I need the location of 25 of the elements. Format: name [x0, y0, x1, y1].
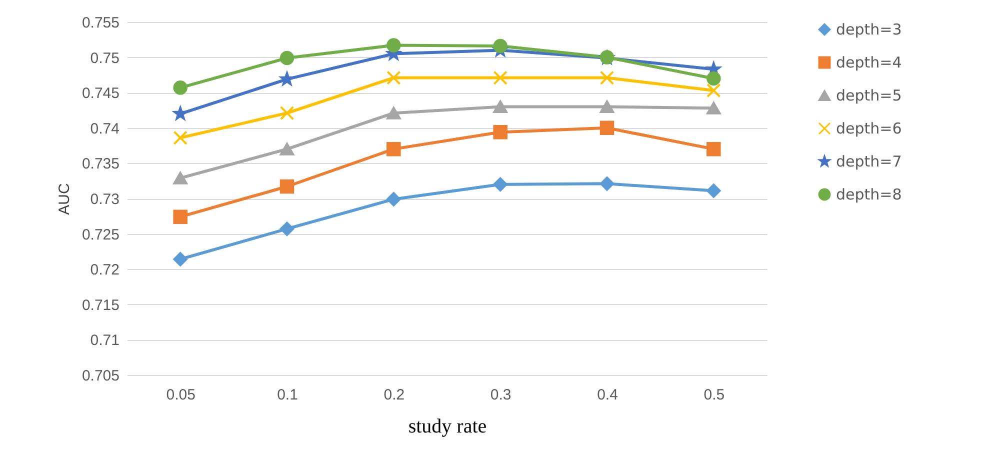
y-tick-label: 0.745: [82, 85, 120, 102]
y-tick-label: 0.73: [90, 191, 120, 208]
y-tick-label: 0.74: [90, 120, 120, 138]
legend-label: depth=6: [836, 120, 902, 138]
y-tick-label: 0.725: [82, 226, 120, 244]
y-tick-label: 0.715: [82, 296, 120, 314]
legend-label: depth=4: [836, 54, 902, 72]
y-tick-label: 0.755: [82, 14, 120, 32]
y-tick-label: 0.71: [90, 332, 120, 350]
x-tick-label: 0.3: [490, 386, 512, 404]
y-tick-label: 0.72: [90, 262, 120, 279]
legend-label: depth=3: [836, 20, 902, 38]
x-tick-label: 0.05: [166, 386, 196, 404]
x-tick-label: 0.5: [704, 386, 725, 404]
y-axis-title: AUC: [56, 183, 73, 215]
x-axis-title: study rate: [408, 416, 487, 438]
x-tick-label: 0.2: [384, 386, 405, 404]
x-tick-label: 0.1: [277, 386, 298, 404]
y-tick-label: 0.75: [90, 50, 120, 67]
y-tick-label: 0.735: [82, 156, 120, 173]
legend-label: depth=8: [836, 186, 902, 204]
y-tick-label: 0.705: [82, 368, 120, 384]
x-tick-label: 0.4: [597, 386, 618, 404]
legend-label: depth=5: [836, 86, 902, 104]
legend-label: depth=7: [836, 152, 902, 170]
